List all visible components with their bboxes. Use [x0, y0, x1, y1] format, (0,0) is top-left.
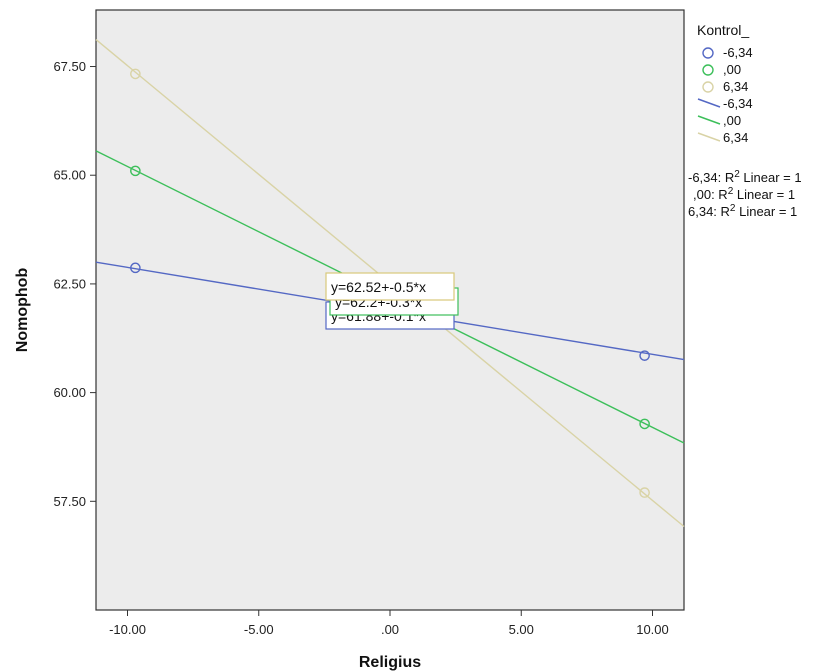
x-tick-label: -5.00 [244, 622, 274, 637]
legend-marker [702, 64, 714, 76]
legend-title: Kontrol_ [697, 22, 749, 38]
legend: -6,34 ,00 6,34 -6,34 ,00 6,34 [697, 45, 753, 145]
y-axis-title: Nomophob [14, 268, 31, 353]
fit-label: -6,34: R2 Linear = 1 [688, 169, 802, 185]
legend-marker [702, 81, 714, 93]
y-tick-label: 57.50 [53, 494, 86, 509]
x-tick-label: .00 [381, 622, 399, 637]
data-point [639, 418, 650, 430]
fit-label: 6,34: R2 Linear = 1 [688, 203, 797, 219]
y-tick-label: 62.50 [53, 276, 86, 291]
data-point [130, 68, 141, 80]
legend-label: 6,34 [723, 130, 748, 145]
equation-text: y=62.52+-0.5*x [331, 279, 426, 295]
legend-label: -6,34 [723, 45, 753, 60]
x-tick-label: 5.00 [509, 622, 534, 637]
x-tick-label: -10.00 [109, 622, 146, 637]
data-point [639, 350, 650, 361]
x-tick-label: 10.00 [636, 622, 669, 637]
fit-label: ,00: R2 Linear = 1 [693, 186, 795, 202]
equation-box [325, 272, 455, 301]
data-point [130, 165, 141, 177]
fit-labels: -6,34: R2 Linear = 1,00: R2 Linear = 16,… [688, 169, 802, 219]
data-point [639, 487, 650, 498]
x-axis-title: Religius [359, 654, 421, 671]
y-tick-label: 65.00 [53, 168, 86, 183]
x-axis: -10.00 -5.00 .00 5.00 10.00 [109, 610, 669, 637]
legend-line [697, 115, 721, 125]
equation-labels: y=61.88+-0.1*xy=62.2+-0.3*xy=62.52+-0.5*… [325, 272, 459, 330]
legend-label: ,00 [723, 113, 741, 128]
legend-line [697, 132, 721, 142]
legend-line [697, 98, 721, 108]
y-axis: 57.50 60.00 62.50 65.00 67.50 [53, 59, 96, 509]
legend-label: 6,34 [723, 79, 748, 94]
y-tick-label: 67.50 [53, 59, 86, 74]
legend-label: ,00 [723, 62, 741, 77]
data-point [130, 262, 141, 274]
legend-label: -6,34 [723, 96, 753, 111]
legend-marker [702, 47, 714, 59]
y-tick-label: 60.00 [53, 385, 86, 400]
data-markers [130, 68, 650, 498]
